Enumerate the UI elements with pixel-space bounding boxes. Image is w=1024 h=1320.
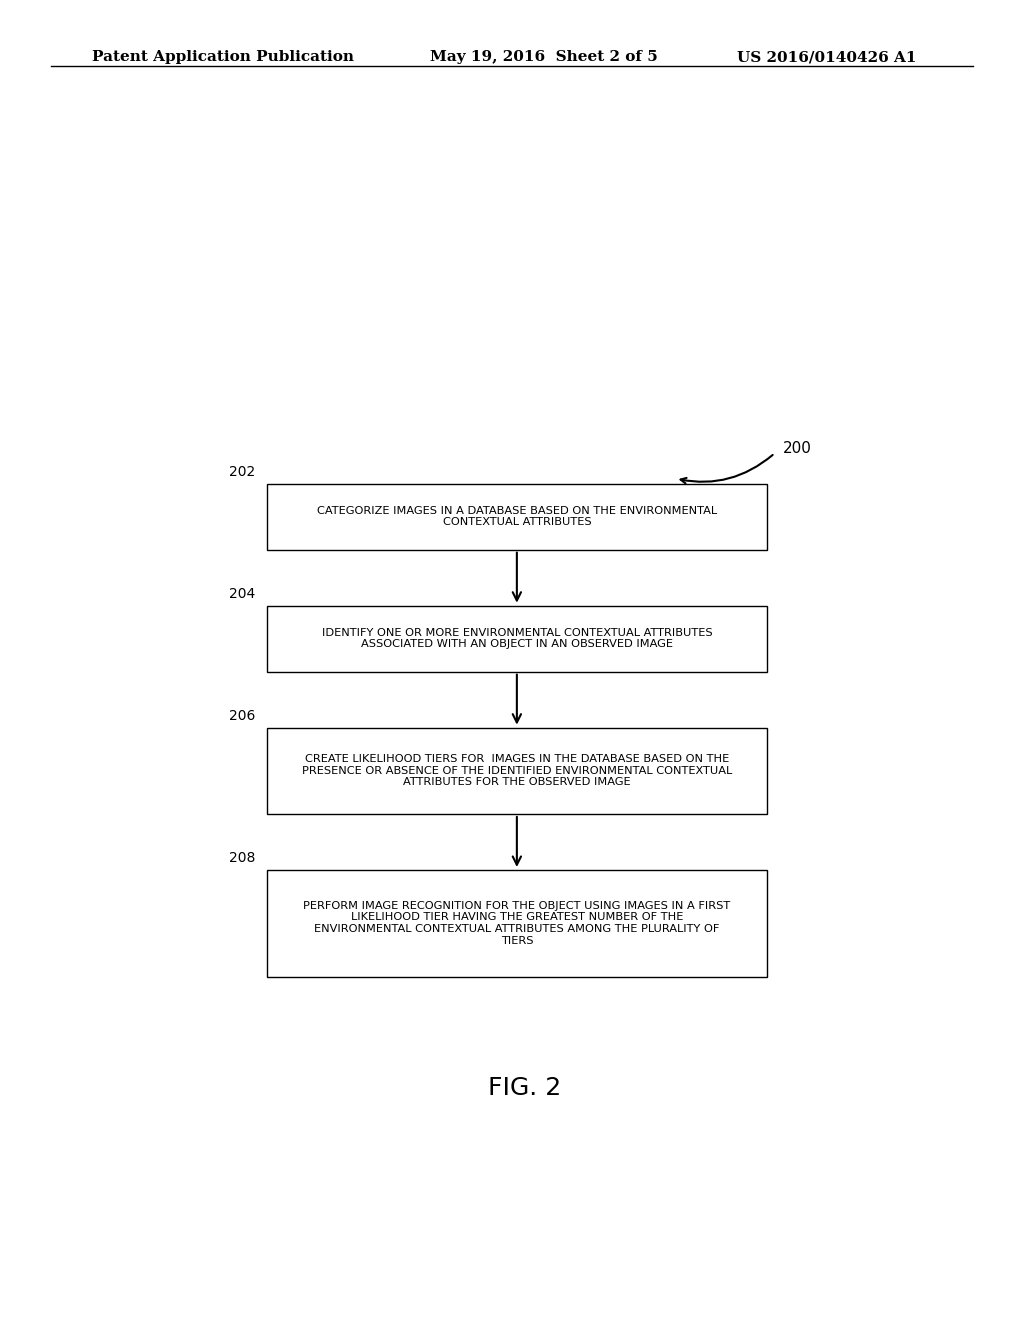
Bar: [267, 870, 767, 977]
Text: IDENTIFY ONE OR MORE ENVIRONMENTAL CONTEXTUAL ATTRIBUTES
ASSOCIATED WITH AN OBJE: IDENTIFY ONE OR MORE ENVIRONMENTAL CONTE…: [322, 628, 712, 649]
Text: PERFORM IMAGE RECOGNITION FOR THE OBJECT USING IMAGES IN A FIRST
LIKELIHOOD TIER: PERFORM IMAGE RECOGNITION FOR THE OBJECT…: [303, 900, 730, 945]
Text: 208: 208: [228, 851, 255, 865]
Bar: [267, 483, 767, 549]
Text: 202: 202: [228, 465, 255, 479]
Bar: [267, 606, 767, 672]
Text: CATEGORIZE IMAGES IN A DATABASE BASED ON THE ENVIRONMENTAL
CONTEXTUAL ATTRIBUTES: CATEGORIZE IMAGES IN A DATABASE BASED ON…: [316, 506, 717, 528]
Text: 204: 204: [228, 586, 255, 601]
Bar: [267, 727, 767, 814]
Text: Patent Application Publication: Patent Application Publication: [92, 50, 354, 65]
Text: 200: 200: [782, 441, 812, 455]
Text: US 2016/0140426 A1: US 2016/0140426 A1: [737, 50, 916, 65]
Text: May 19, 2016  Sheet 2 of 5: May 19, 2016 Sheet 2 of 5: [430, 50, 657, 65]
Text: 206: 206: [228, 709, 255, 722]
Text: CREATE LIKELIHOOD TIERS FOR  IMAGES IN THE DATABASE BASED ON THE
PRESENCE OR ABS: CREATE LIKELIHOOD TIERS FOR IMAGES IN TH…: [302, 754, 732, 788]
Text: FIG. 2: FIG. 2: [488, 1076, 561, 1101]
